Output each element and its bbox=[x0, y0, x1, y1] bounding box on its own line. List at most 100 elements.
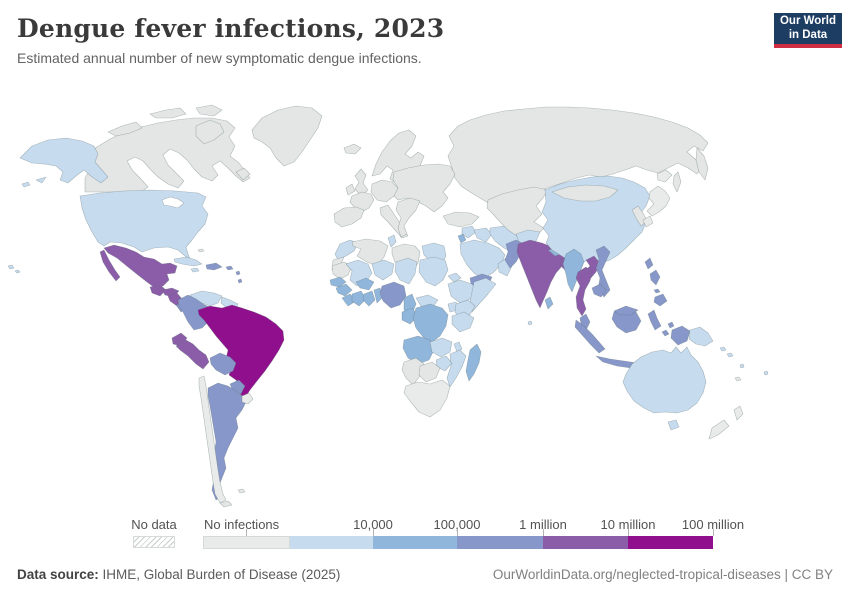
country-papua-new-guinea[interactable] bbox=[688, 326, 714, 347]
country-uk[interactable] bbox=[354, 168, 369, 197]
country-canada[interactable] bbox=[149, 107, 187, 119]
owid-logo[interactable]: Our World in Data bbox=[774, 13, 842, 48]
country-balkans[interactable] bbox=[395, 197, 421, 238]
country-uruguay[interactable] bbox=[241, 392, 254, 405]
country-taiwan[interactable] bbox=[644, 257, 654, 270]
country-israel-jordan[interactable] bbox=[457, 233, 467, 244]
country-tunisia[interactable] bbox=[387, 234, 397, 248]
country-solomon-1[interactable] bbox=[719, 346, 727, 352]
country-iraq[interactable] bbox=[473, 227, 493, 243]
country-iberia[interactable] bbox=[333, 206, 365, 228]
country-bahamas[interactable] bbox=[197, 248, 205, 253]
country-puerto-rico[interactable] bbox=[225, 265, 234, 271]
legend-swatch-no-data[interactable] bbox=[133, 536, 175, 548]
country-philippines-mindanao[interactable] bbox=[653, 293, 668, 307]
country-mexico[interactable] bbox=[99, 249, 121, 282]
country-ghana[interactable] bbox=[362, 290, 376, 307]
country-ivory-coast[interactable] bbox=[351, 290, 367, 307]
country-thailand[interactable] bbox=[575, 266, 593, 317]
country-mauritania[interactable] bbox=[331, 261, 353, 280]
country-sulawesi[interactable] bbox=[647, 309, 662, 331]
legend-swatch-10k-100k[interactable] bbox=[373, 536, 457, 549]
country-solomon-2[interactable] bbox=[726, 352, 734, 358]
country-zambia[interactable] bbox=[429, 337, 453, 358]
country-kamchatka[interactable] bbox=[695, 147, 709, 181]
country-chad[interactable] bbox=[394, 257, 418, 285]
country-fiji[interactable] bbox=[763, 370, 769, 376]
country-angola[interactable] bbox=[402, 335, 435, 365]
country-new-zealand-north[interactable] bbox=[733, 405, 744, 421]
country-jamaica[interactable] bbox=[190, 267, 200, 273]
country-madagascar[interactable] bbox=[465, 343, 482, 382]
country-hispaniola[interactable] bbox=[205, 262, 223, 271]
country-somalia[interactable] bbox=[469, 277, 497, 313]
country-japan-honshu[interactable] bbox=[646, 185, 671, 217]
country-guatemala[interactable] bbox=[149, 284, 167, 297]
country-cambodia[interactable] bbox=[591, 283, 607, 298]
country-car[interactable] bbox=[415, 294, 439, 309]
country-kazakhstan-central-asia[interactable] bbox=[486, 186, 549, 237]
country-hawaii[interactable] bbox=[7, 264, 15, 270]
country-tasmania[interactable] bbox=[667, 419, 680, 431]
country-japan-kyushu[interactable] bbox=[642, 215, 654, 228]
country-lesser-antilles-2[interactable] bbox=[237, 278, 243, 284]
country-hawaii[interactable] bbox=[14, 269, 21, 274]
country-tierra-del-fuego[interactable] bbox=[219, 500, 233, 508]
country-west-papua[interactable] bbox=[670, 325, 691, 346]
legend-swatch-1m-10m[interactable] bbox=[543, 536, 628, 549]
country-turkey[interactable] bbox=[442, 211, 480, 228]
country-cuba[interactable] bbox=[173, 256, 203, 267]
country-falkland-islands[interactable] bbox=[237, 488, 246, 494]
country-mozambique[interactable] bbox=[446, 349, 467, 388]
country-canada[interactable] bbox=[195, 104, 223, 117]
country-niger[interactable] bbox=[371, 259, 395, 281]
legend-swatch-no-infections[interactable] bbox=[203, 536, 290, 549]
country-greenland[interactable] bbox=[251, 105, 323, 167]
country-malaysia-borneo[interactable] bbox=[613, 305, 639, 316]
country-peru[interactable] bbox=[175, 339, 210, 370]
country-philippines-luzon[interactable] bbox=[649, 269, 661, 286]
country-canada[interactable] bbox=[235, 167, 251, 181]
country-sri-lanka[interactable] bbox=[544, 296, 554, 310]
country-mongolia[interactable] bbox=[551, 184, 619, 202]
country-eritrea[interactable] bbox=[447, 272, 462, 283]
country-brazil[interactable] bbox=[197, 304, 285, 399]
country-sudan[interactable] bbox=[418, 256, 449, 287]
country-australia[interactable] bbox=[622, 346, 707, 414]
country-philippines-visayas[interactable] bbox=[653, 288, 661, 294]
legend-swatch-lt-10k[interactable] bbox=[290, 536, 373, 549]
country-sumatra[interactable] bbox=[574, 319, 606, 354]
country-canada[interactable] bbox=[84, 117, 251, 193]
country-mexico[interactable] bbox=[103, 244, 178, 289]
country-burkina-faso[interactable] bbox=[355, 277, 375, 291]
license-link[interactable]: OurWorldinData.org/neglected-tropical-di… bbox=[492, 567, 833, 582]
country-sakhalin[interactable] bbox=[672, 171, 682, 193]
country-aleutians[interactable] bbox=[21, 181, 31, 188]
country-maldives[interactable] bbox=[527, 320, 533, 326]
country-myanmar[interactable] bbox=[562, 248, 585, 293]
country-south-africa[interactable] bbox=[403, 379, 451, 418]
country-namibia[interactable] bbox=[401, 357, 425, 386]
country-moluccas-1[interactable] bbox=[661, 329, 670, 337]
country-iceland[interactable] bbox=[343, 143, 362, 155]
country-syria[interactable] bbox=[461, 225, 477, 239]
country-united-states[interactable] bbox=[79, 189, 209, 260]
legend-swatch-100k-1m[interactable] bbox=[457, 536, 543, 549]
country-great-lakes[interactable] bbox=[161, 196, 185, 209]
country-central-europe[interactable] bbox=[370, 179, 399, 203]
country-alaska[interactable] bbox=[19, 137, 109, 184]
country-canada[interactable] bbox=[195, 119, 225, 145]
country-lesser-antilles-1[interactable] bbox=[235, 270, 241, 276]
country-malawi[interactable] bbox=[453, 341, 463, 353]
country-guinea[interactable] bbox=[335, 283, 353, 297]
country-canada[interactable] bbox=[107, 121, 143, 137]
country-malaysia-peninsula[interactable] bbox=[579, 313, 591, 331]
country-drc[interactable] bbox=[412, 303, 449, 343]
country-japan-hokkaido[interactable] bbox=[656, 169, 673, 183]
country-new-zealand-south[interactable] bbox=[708, 419, 730, 440]
country-nigeria[interactable] bbox=[379, 281, 407, 309]
country-tanzania[interactable] bbox=[451, 311, 475, 333]
country-senegal[interactable] bbox=[329, 276, 347, 288]
country-aleutians[interactable] bbox=[35, 176, 47, 184]
legend-swatch-10m-100m[interactable] bbox=[628, 536, 713, 549]
